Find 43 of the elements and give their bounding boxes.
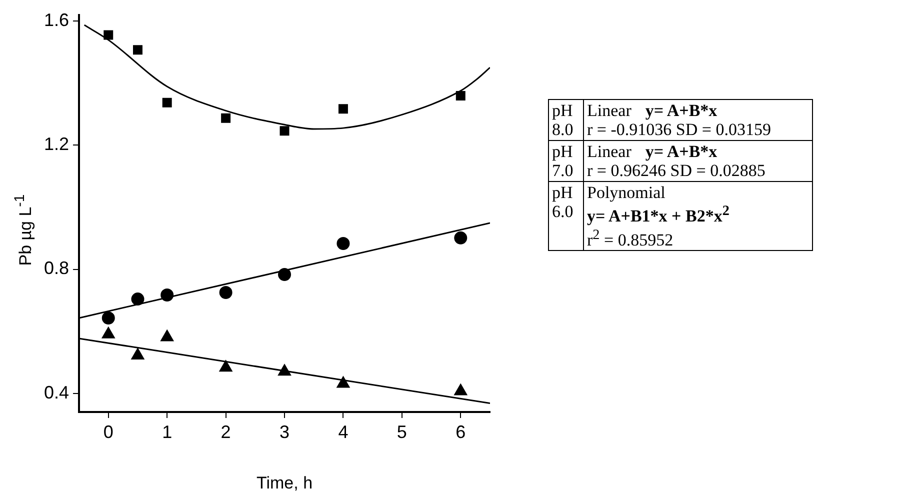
text: Polynomial <box>587 183 666 202</box>
point <box>278 268 292 282</box>
x-tick-label: 4 <box>338 422 348 442</box>
x-tick-label: 6 <box>456 422 466 442</box>
x-tick-label: 2 <box>220 422 231 442</box>
text: Linear <box>587 142 632 161</box>
point <box>160 330 174 342</box>
y-tick-label: 1.2 <box>44 134 70 154</box>
point <box>338 104 348 114</box>
text: r = -0.91036 SD = 0.03159 <box>587 120 772 139</box>
y-tick-label: 0.8 <box>44 258 70 278</box>
point <box>278 364 292 376</box>
point <box>336 376 350 388</box>
point <box>131 292 144 306</box>
x-tick-label: 0 <box>103 422 114 442</box>
text: y= A+B1*x + B2*x$^{2}$ <box>587 202 730 226</box>
point <box>456 91 466 101</box>
text: r = 0.96246 SD = 0.02885 <box>587 161 766 180</box>
point <box>454 231 468 244</box>
point <box>336 237 350 250</box>
point <box>221 113 231 123</box>
y-tick-label: 1.6 <box>44 10 70 30</box>
point <box>280 126 290 136</box>
point <box>104 30 114 40</box>
x-tick-label: 3 <box>280 422 290 442</box>
x-axis-title: Time, h <box>256 473 313 492</box>
point <box>219 286 232 300</box>
point <box>102 326 115 338</box>
point <box>219 360 232 372</box>
text: r$^{2}$ = 0.85952 <box>587 226 674 250</box>
point <box>132 45 142 55</box>
y-tick-label: 0.4 <box>44 382 70 402</box>
point <box>160 288 174 302</box>
point <box>102 311 115 324</box>
x-tick-label: 1 <box>162 422 172 442</box>
text: Linear <box>587 101 632 120</box>
point <box>454 384 468 396</box>
x-tick-label: 5 <box>396 422 407 442</box>
point <box>162 98 172 108</box>
text: y= A+B*x <box>645 101 718 120</box>
point <box>131 348 144 360</box>
text: pH 6.0 <box>548 182 584 251</box>
text: y= A+B*x <box>645 142 718 161</box>
